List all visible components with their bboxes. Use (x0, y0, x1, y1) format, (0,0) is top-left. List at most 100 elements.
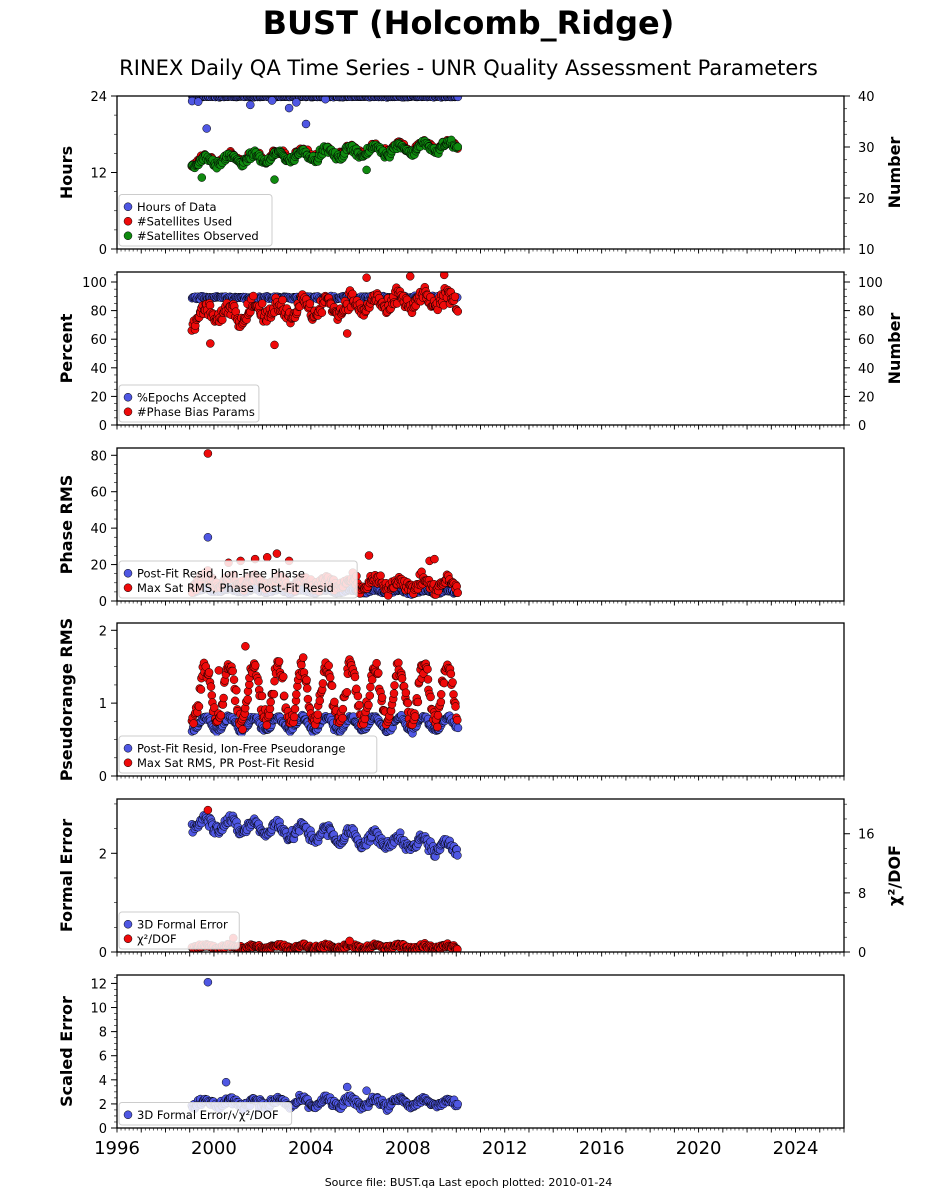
data-point (278, 295, 287, 305)
y-axis-label: Phase RMS (57, 475, 76, 575)
data-point (390, 681, 399, 690)
right-y-axis-label: χ²/DOF (885, 845, 904, 906)
data-point (203, 449, 213, 458)
legend-marker (123, 934, 133, 943)
right-y-tick-label: 80 (858, 305, 875, 320)
right-y-tick-label: 0 (858, 419, 866, 434)
data-point (449, 690, 458, 699)
data-point (231, 307, 241, 316)
right-y-tick-label: 16 (858, 828, 875, 843)
data-point (362, 273, 371, 282)
data-point (448, 678, 457, 687)
y-tick-label: 0 (99, 595, 107, 610)
data-point (193, 97, 203, 106)
right-y-tick-label: 100 (858, 276, 883, 291)
chart-panel-2: 0 20 40 60 80 100 Percent 0 20 40 60 80 100 Number %Ep… (57, 271, 904, 434)
data-point (269, 689, 279, 699)
legend: %Epochs Accepted#Phase Bias Params (118, 384, 260, 423)
legend-label: Post-Fit Resid, Ion-Free Pseudorange (137, 741, 345, 755)
data-point (254, 677, 263, 686)
data-point (232, 686, 241, 695)
page-subtitle: RINEX Daily QA Time Series - UNR Quality… (119, 56, 818, 80)
data-point (401, 688, 411, 698)
data-point (453, 142, 463, 152)
legend-label: Hours of Data (137, 200, 217, 214)
data-point (453, 723, 463, 733)
data-point (270, 175, 279, 184)
data-point (453, 588, 462, 598)
data-point (453, 307, 463, 316)
series-1 (187, 96, 463, 133)
data-point (204, 668, 214, 677)
data-point (302, 684, 312, 693)
data-point (284, 103, 294, 113)
legend: Hours of Data#Satellites Used#Satellites… (118, 194, 273, 247)
data-point (289, 712, 299, 722)
data-point (270, 676, 279, 686)
data-point (446, 669, 456, 679)
legend-label: Max Sat RMS, Phase Post-Fit Resid (137, 581, 334, 595)
right-y-tick-label: 30 (858, 141, 875, 156)
data-point (355, 700, 364, 710)
data-point (313, 710, 323, 719)
y-tick-label: 24 (90, 90, 107, 105)
legend-label: Max Sat RMS, PR Post-Fit Resid (137, 756, 314, 770)
series-1 (187, 710, 463, 738)
data-point (194, 702, 204, 711)
series-3 (187, 135, 463, 184)
data-point (430, 554, 439, 564)
data-point (433, 722, 442, 732)
data-point (257, 299, 267, 308)
data-point (262, 553, 272, 562)
series-2 (187, 272, 463, 350)
y-tick-label: 0 (99, 419, 107, 434)
data-point (366, 682, 375, 692)
data-point (214, 666, 224, 675)
y-tick-label: 40 (90, 362, 107, 377)
data-point (364, 700, 373, 710)
page-title: BUST (Holcomb_Ridge) (262, 4, 675, 42)
chart-panel-3: 0 20 40 60 80 Phase RMS Post-Fit Resid, Ion-Fr… (57, 447, 845, 610)
legend-marker (123, 393, 133, 402)
right-y-tick-label: 20 (858, 390, 875, 405)
data-point (219, 693, 228, 703)
data-point (228, 666, 237, 676)
legend-label: #Satellites Observed (137, 229, 259, 243)
data-point (433, 711, 443, 720)
data-point (272, 549, 282, 558)
y-tick-label: 0 (99, 770, 107, 785)
data-point (327, 681, 337, 691)
data-point (450, 292, 460, 301)
data-point (279, 691, 289, 701)
data-point (205, 301, 215, 310)
data-point (348, 289, 357, 299)
data-point (321, 96, 330, 104)
data-point (262, 720, 272, 730)
right-y-tick-label: 40 (858, 362, 875, 377)
data-point (453, 96, 463, 102)
data-point (342, 688, 352, 697)
y-tick-label: 80 (90, 305, 107, 320)
data-point (266, 697, 275, 707)
legend-marker (123, 217, 133, 226)
y-tick-label: 1 (99, 697, 107, 712)
data-point (325, 673, 335, 682)
data-point (423, 664, 432, 674)
y-tick-label: 0 (99, 243, 107, 258)
data-point (203, 805, 213, 815)
data-point (330, 697, 339, 707)
data-point (374, 668, 383, 678)
right-y-axis-label: Number (885, 313, 904, 385)
data-point (301, 119, 311, 129)
series-1 (187, 977, 462, 1115)
data-point (207, 691, 217, 700)
legend-label: χ²/DOF (137, 932, 177, 946)
data-point (230, 696, 240, 706)
right-y-tick-label: 60 (858, 333, 875, 348)
data-point (305, 299, 315, 308)
plot-area (187, 977, 462, 1115)
data-point (372, 658, 381, 668)
y-axis-label: Hours (57, 146, 76, 199)
